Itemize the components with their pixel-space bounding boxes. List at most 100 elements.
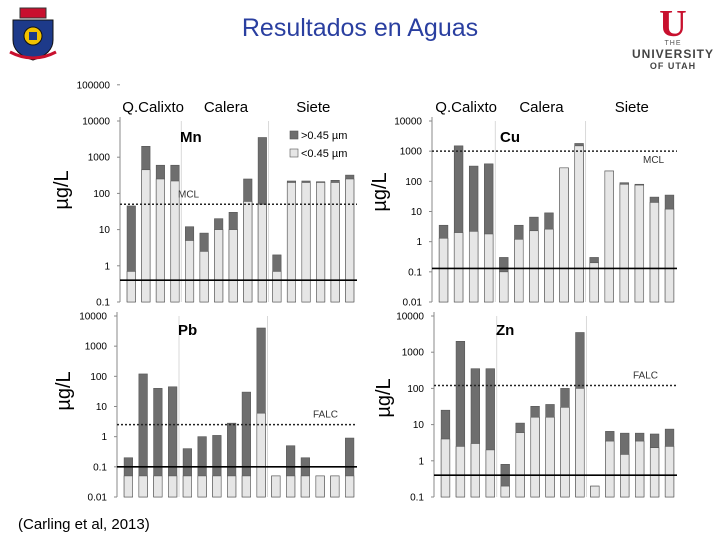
- cu-bar-dissolved: [619, 183, 629, 303]
- pb-bar-dissolved: [227, 475, 237, 498]
- cu-tick-label: 0.1: [408, 267, 422, 278]
- mn-bar-dissolved: [257, 203, 267, 303]
- pb-tick-label: 10000: [79, 312, 107, 323]
- pb-tick-label: 100: [90, 372, 107, 383]
- mn-bar-dissolved: [272, 271, 282, 303]
- mn-bar-dissolved: [316, 182, 326, 303]
- utah-logo-the: THE: [664, 40, 682, 47]
- mn-tick-label: 0.1: [96, 298, 110, 309]
- cu-tick-label: 0.01: [403, 298, 423, 309]
- cu-ylabel: µg/L: [369, 172, 391, 211]
- pb-tick-label: 0.1: [93, 462, 107, 473]
- mn-tick-label: 1000: [88, 153, 111, 164]
- cu-bar-dissolved: [559, 167, 569, 303]
- zn-tick-label: 10000: [396, 312, 424, 323]
- zn-tick-label: 100: [407, 384, 424, 395]
- zn-ylabel: µg/L: [373, 378, 395, 417]
- cu-bar-dissolved: [499, 271, 509, 303]
- cu-bar-dissolved: [453, 232, 464, 303]
- mn-bar-dissolved: [301, 182, 311, 303]
- cu-panel-label: Cu: [500, 129, 520, 146]
- pb-bar-dissolved: [330, 475, 340, 498]
- legend-fine-label: <0.45 µm: [301, 148, 347, 160]
- pb-bar-dissolved: [286, 475, 296, 498]
- legend-fine-swatch: [289, 148, 299, 158]
- zn-tick-label: 1: [418, 456, 424, 467]
- mn-tick-label: 1: [104, 261, 110, 272]
- pb-bar-dissolved: [345, 475, 355, 498]
- mn-bar-dissolved: [170, 180, 180, 303]
- cu-bar-dissolved: [604, 170, 614, 303]
- cu-bar-dissolved: [664, 208, 675, 303]
- cu-bar-dissolved: [514, 238, 524, 303]
- mn-bar-dissolved: [141, 169, 151, 303]
- mn-bar-dissolved: [155, 178, 165, 303]
- pb-bar-dissolved: [300, 475, 310, 498]
- zn-threshold-label: FALC: [633, 371, 658, 382]
- cu-site-label: Q.Calixto: [435, 99, 497, 116]
- cu-site-label: Siete: [615, 99, 649, 116]
- mn-bar-dissolved: [228, 229, 238, 303]
- pb-bar-dissolved: [315, 475, 325, 498]
- zn-bar-dissolved: [515, 432, 525, 498]
- pb-bar-dissolved: [182, 475, 192, 498]
- cu-tick-label: 1000: [400, 147, 423, 158]
- utah-u-letter: U: [659, 3, 687, 45]
- mn-bar-dissolved: [330, 182, 340, 303]
- legend-coarse-label: >0.45 µm: [301, 130, 347, 142]
- zn-panel-label: Zn: [496, 322, 514, 339]
- pb-bar-dissolved: [138, 475, 148, 498]
- zn-bar-dissolved: [455, 446, 466, 498]
- utah-logo-university: UNIVERSITY: [631, 47, 714, 61]
- mn-bar-dissolved: [243, 201, 253, 303]
- mn-site-label: Calera: [204, 99, 249, 116]
- cu-bar-dissolved: [574, 145, 584, 303]
- mn-tick-label: 10: [99, 225, 111, 236]
- pb-tick-label: 1000: [85, 342, 108, 353]
- mn-panel-label: Mn: [180, 129, 202, 146]
- pb-bar-dissolved: [153, 475, 163, 498]
- zn-bar-dissolved: [575, 388, 585, 498]
- mn-tick-label: 100000: [77, 80, 111, 91]
- pb-tick-label: 1: [101, 432, 107, 443]
- zn-bar-dissolved: [649, 447, 660, 498]
- pb-tick-label: 0.01: [88, 493, 108, 504]
- pb-bar-dissolved: [123, 475, 133, 498]
- pb-panel-label: Pb: [178, 322, 197, 339]
- cu-bar-dissolved: [544, 228, 554, 303]
- zn-bar-dissolved: [664, 446, 675, 498]
- cu-bar-dissolved: [649, 202, 660, 303]
- zn-tick-label: 0.1: [410, 493, 424, 504]
- mn-bar-dissolved: [126, 271, 136, 303]
- cu-tick-label: 10000: [394, 117, 422, 128]
- zn-bar-dissolved: [530, 416, 540, 498]
- pb-bar-dissolved: [256, 412, 266, 498]
- zn-bar-dissolved: [470, 443, 480, 498]
- mn-bar-dissolved: [185, 240, 195, 303]
- zn-bar-dissolved: [635, 440, 645, 498]
- zn-bar-dissolved: [605, 440, 615, 498]
- citation: (Carling et al, 2013): [18, 516, 150, 533]
- mn-ylabel: µg/L: [51, 170, 73, 209]
- zn-tick-label: 10: [413, 420, 425, 431]
- legend-coarse-swatch: [289, 130, 299, 140]
- zn-bar-dissolved: [560, 407, 570, 498]
- pb-bar-dissolved: [197, 475, 207, 498]
- cu-bar-dissolved: [438, 237, 449, 303]
- mn-bar-dissolved: [199, 251, 209, 303]
- mn-bar-dissolved: [286, 182, 296, 303]
- cu-threshold-label: MCL: [643, 155, 665, 166]
- pb-bar-dissolved: [241, 475, 251, 498]
- mn-bar-dissolved: [345, 178, 355, 303]
- zn-bar-dissolved: [545, 416, 555, 498]
- mn-tick-label: 100: [93, 189, 110, 200]
- mn-site-label: Q.Calixto: [122, 99, 184, 116]
- cu-site-label: Calera: [519, 99, 564, 116]
- cu-bar-dissolved: [529, 230, 539, 303]
- mn-site-label: Siete: [296, 99, 330, 116]
- zn-bar-dissolved: [500, 485, 510, 498]
- cu-tick-label: 100: [405, 177, 422, 188]
- zn-bar-dissolved: [590, 485, 600, 498]
- pb-ylabel: µg/L: [53, 371, 75, 410]
